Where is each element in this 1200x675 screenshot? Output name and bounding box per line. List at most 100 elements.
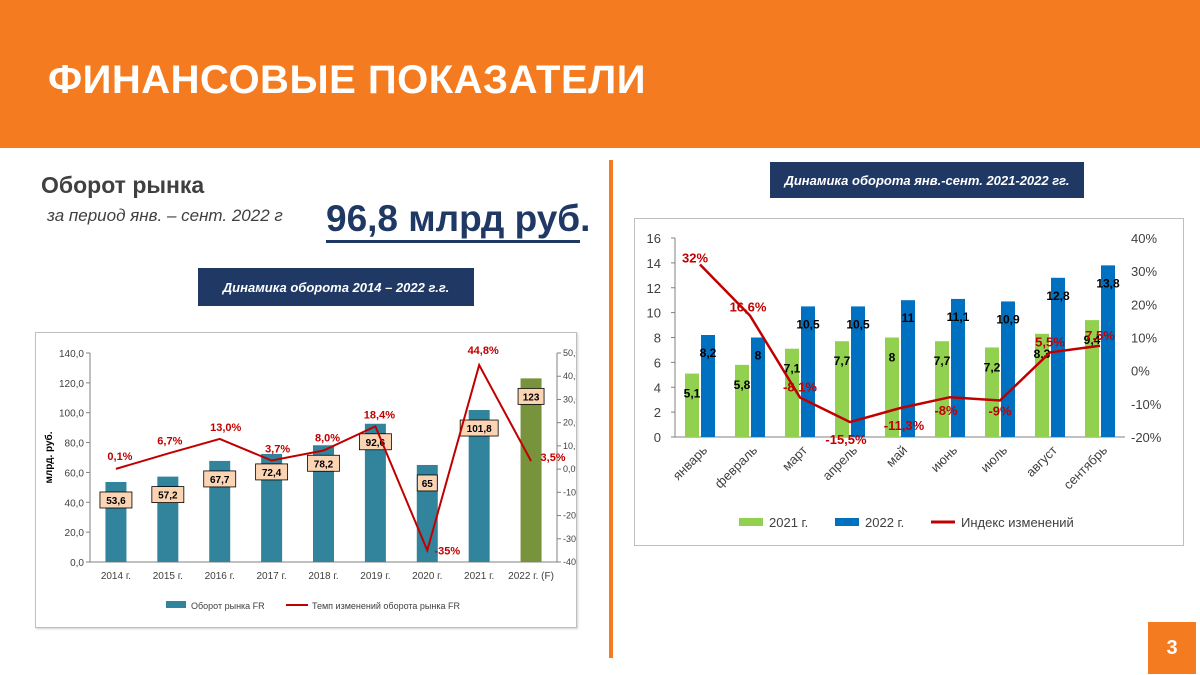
bar-value-box [255, 463, 289, 481]
bar-2021-value-label: 7,1 [784, 362, 801, 376]
bar-2021-value-label: 9,4 [1084, 333, 1101, 347]
bar-2021-value-label: 5,1 [684, 387, 701, 401]
bar [364, 423, 386, 562]
bar-2021-value-label: 5,8 [734, 378, 751, 392]
bar-2021 [935, 341, 949, 437]
index-value-label: 32% [682, 251, 708, 266]
bar-value-box [416, 474, 438, 492]
bar-2022-value-label: 12,8 [1046, 289, 1070, 303]
bar-2022 [1001, 301, 1015, 437]
y-tick-label: 14 [647, 256, 661, 271]
legend-2022-label: 2022 г. [865, 515, 904, 530]
bar-value-label: 53,6 [106, 496, 126, 507]
monthly-chart-panel: 0 2 4 6 8 10 12 14 16 -20% -10% 0% 10% 20% 30% 40% январ… [634, 218, 1184, 546]
bar [313, 445, 334, 562]
bar-2021 [1035, 333, 1049, 437]
bar-2022 [751, 337, 765, 437]
y2-tick-label: -20,0% [563, 511, 576, 521]
turnover-value-underline [326, 240, 580, 243]
growth-rate-label: 3,5% [541, 452, 566, 464]
legend-index-label: Индекс изменений [961, 515, 1074, 530]
x-tick-label: 2021 г. [464, 571, 494, 582]
x-tick-label: март [779, 442, 810, 473]
bar-2021-value-label: 7,7 [834, 354, 851, 368]
x-tick-label: июнь [928, 442, 961, 475]
page-number: 3 [1148, 622, 1196, 674]
x-tick-label: июль [978, 442, 1011, 475]
bar-2022-value-label: 11,1 [947, 310, 970, 324]
y-tick-label: 6 [654, 355, 661, 370]
left-chart-caption: Динамика оборота 2014 – 2022 г.г. [198, 268, 474, 306]
bar-2022-value-label: 8,2 [700, 346, 717, 360]
header-banner: ФИНАНСОВЫЕ ПОКАЗАТЕЛИ [0, 0, 1200, 148]
y2-tick-label: 50,0% [563, 348, 576, 358]
bar-value-label: 65 [422, 479, 434, 490]
y2-tick-label: 40,0% [563, 371, 576, 381]
bar-2021 [1085, 320, 1099, 437]
bar-value-label: 67,7 [210, 475, 230, 486]
y2-tick-label: 10,0% [563, 441, 576, 451]
bar-2021 [835, 341, 849, 437]
growth-rate-label: 6,7% [157, 436, 182, 448]
growth-rate-label: -35% [434, 545, 460, 557]
legend-2021-swatch [739, 518, 763, 526]
bar-2021-value-label: 8 [889, 351, 896, 365]
bar-2022 [901, 300, 915, 437]
growth-rate-label: 3,7% [265, 444, 290, 456]
bar-2022-value-label: 13,8 [1096, 276, 1120, 290]
bar-2022-value-label: 10,9 [996, 312, 1020, 326]
bar-value-box [99, 491, 133, 509]
bar-value-box [459, 419, 499, 437]
page-title: ФИНАНСОВЫЕ ПОКАЗАТЕЛИ [48, 58, 646, 102]
legend-bar-label: Оборот рынка FR [191, 601, 265, 611]
bar-value-label: 123 [523, 392, 540, 403]
x-tick-label: 2020 г. [412, 571, 442, 582]
legend-2022-swatch [835, 518, 859, 526]
y2-tick-label: 0% [1131, 364, 1150, 379]
y-tick-label: 100,0 [59, 409, 84, 420]
bar-2022-value-label: 11 [902, 311, 915, 325]
bar-2021-value-label: 7,2 [984, 360, 1001, 374]
growth-rate-line [115, 362, 532, 554]
growth-rate-label: 13,0% [210, 422, 241, 434]
y-tick-label: 0 [654, 430, 661, 445]
bar-value-label: 92,6 [366, 438, 386, 449]
growth-rate-label: 8,0% [315, 433, 340, 445]
growth-rate-label: 44,8% [468, 345, 499, 357]
y2-tick-label: 10% [1131, 331, 1157, 346]
y-tick-label: 20,0 [65, 528, 85, 539]
y2-tick-label: -10% [1131, 397, 1162, 412]
legend-line-label: Темп изменений оборота рынка FR [312, 601, 460, 611]
bar-2021 [735, 364, 749, 437]
index-value-label: -8% [934, 403, 958, 418]
x-tick-label: февраль [712, 442, 761, 491]
bar-value-box [517, 387, 545, 405]
bar-2022 [1101, 265, 1115, 437]
x-tick-label: январь [670, 442, 711, 483]
legend-bar-swatch [166, 601, 186, 608]
annual-chart-panel: 0,0 20,0 40,0 60,0 80,0 100,0 120,0 140,0 -40,0%… [35, 332, 592, 628]
index-line [699, 263, 1101, 424]
bar-value-label: 72,4 [262, 468, 282, 479]
y2-tick-label: -10,0% [563, 487, 576, 497]
x-tick-label: 2019 г. [360, 571, 390, 582]
legend-2021-label: 2021 г. [769, 515, 808, 530]
y2-tick-label: 40% [1131, 231, 1157, 246]
index-value-label: -9% [988, 404, 1012, 419]
x-tick-label: 2018 г. [308, 571, 338, 582]
y-tick-label: 0,0 [70, 558, 84, 569]
y-tick-label: 4 [654, 380, 661, 395]
growth-rate-label: 18,4% [364, 409, 395, 421]
bar-2021-value-label: 7,7 [934, 354, 951, 368]
y-tick-label: 12 [647, 281, 661, 296]
x-tick-label: 2022 г. (F) [508, 571, 554, 582]
bar [261, 453, 283, 562]
x-tick-label: август [1023, 442, 1060, 479]
index-value-label: -15,5% [825, 432, 867, 447]
bar-value-label: 57,2 [158, 491, 178, 502]
y2-tick-label: -40,0% [563, 557, 576, 567]
y-tick-label: 2 [654, 405, 661, 420]
y-tick-label: 10 [647, 306, 661, 321]
y2-tick-label: -30,0% [563, 534, 576, 544]
index-value-label: 7,5% [1085, 328, 1115, 343]
